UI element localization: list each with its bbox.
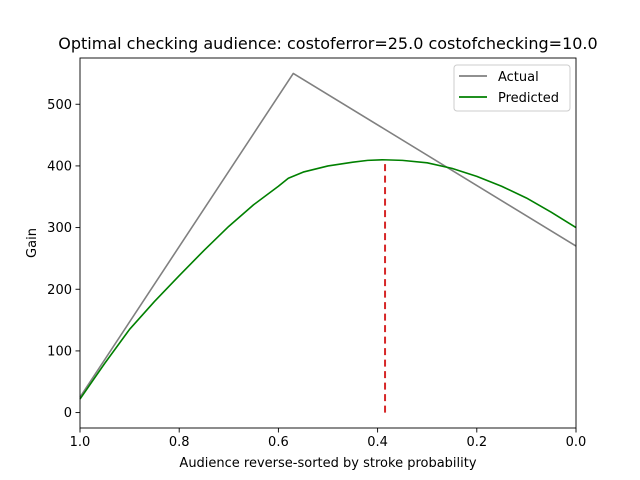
y-tick-label: 500 — [47, 98, 72, 113]
legend: Actual Predicted — [453, 64, 571, 112]
x-tick-label: 0.8 — [169, 435, 190, 450]
x-tick-label: 0.0 — [566, 435, 587, 450]
y-axis-label: Gain — [25, 228, 40, 258]
axes-background — [80, 58, 576, 428]
legend-label-actual: Actual — [498, 70, 539, 85]
series-line-actual — [79, 72, 577, 398]
x-axis: 1.0 0.8 0.6 0.4 0.2 0.0 — [70, 428, 587, 450]
x-tick-label: 1.0 — [70, 435, 91, 450]
y-tick-label: 300 — [47, 221, 72, 236]
y-axis: 0 100 200 300 400 500 — [47, 98, 80, 421]
x-tick-label: 0.6 — [268, 435, 289, 450]
chart-title: Optimal checking audience: costoferror=2… — [58, 34, 597, 53]
y-tick-label: 200 — [47, 283, 72, 298]
legend-label-predicted: Predicted — [498, 91, 559, 106]
x-axis-label: Audience reverse-sorted by stroke probab… — [179, 456, 476, 471]
y-tick-label: 400 — [47, 159, 72, 174]
axes-frame — [79, 57, 577, 429]
y-tick-label: 100 — [47, 344, 72, 359]
plot-area — [79, 57, 577, 429]
series-line-predicted — [79, 158, 577, 400]
y-tick-label: 0 — [64, 406, 72, 421]
x-tick-label: 0.4 — [367, 435, 388, 450]
x-tick-label: 0.2 — [466, 435, 487, 450]
